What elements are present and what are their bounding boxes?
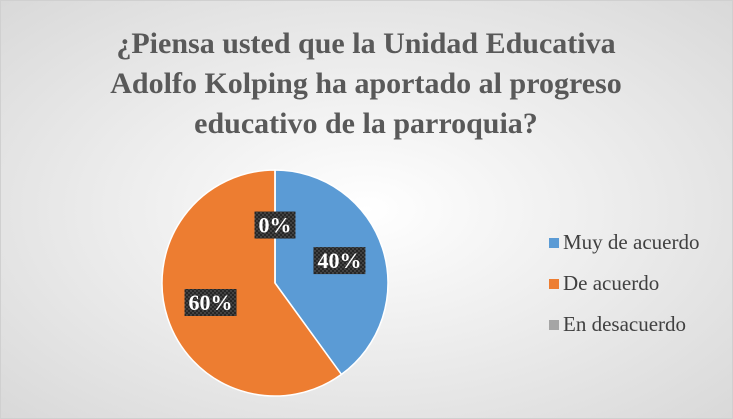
chart-title: ¿Piensa usted que la Unidad Educativa Ad… — [110, 27, 622, 140]
legend-swatch — [549, 320, 559, 330]
legend-swatch — [549, 238, 559, 248]
legend-label: De acuerdo — [563, 271, 659, 295]
legend-label: Muy de acuerdo — [563, 230, 699, 254]
pie-slice — [161, 169, 343, 397]
data-label: 0% — [259, 213, 292, 238]
data-label-box — [254, 211, 296, 239]
legend-label: En desacuerdo — [563, 312, 686, 336]
data-label-box — [313, 247, 366, 275]
legend-swatch — [549, 279, 559, 289]
data-label-box — [184, 288, 237, 316]
data-label: 60% — [189, 290, 233, 315]
data-label: 40% — [317, 248, 361, 273]
